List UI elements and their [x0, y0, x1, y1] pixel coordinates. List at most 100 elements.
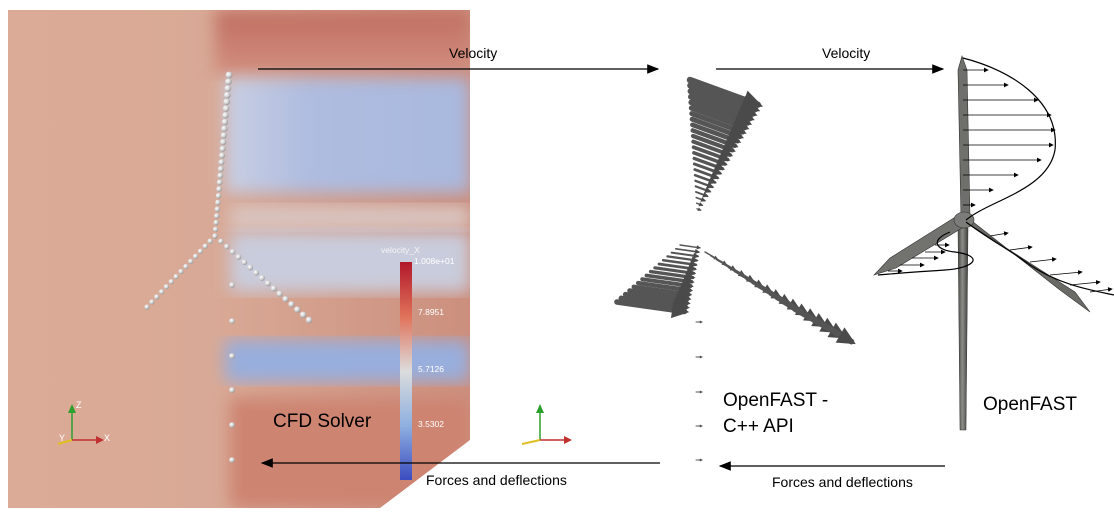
- actuator-point: [216, 186, 222, 192]
- actuator-point: [305, 316, 313, 324]
- openfast-label: OpenFAST: [983, 394, 1077, 415]
- velocity-label-1: Velocity: [449, 45, 498, 61]
- actuator-point: [270, 285, 277, 292]
- velocity-vector: [792, 306, 856, 345]
- colorbar-title: velocity_X: [381, 245, 420, 255]
- forces-label-2: Forces and deflections: [772, 474, 913, 490]
- actuator-point: [221, 125, 228, 132]
- velocity-vector: [696, 207, 702, 211]
- actuator-point: [216, 179, 223, 186]
- tower-point: [229, 282, 235, 288]
- actuator-point: [264, 280, 271, 287]
- axis-z-label: Z: [76, 400, 82, 410]
- axis-triad-cfd: [57, 404, 104, 445]
- velocity-vector: [695, 202, 704, 207]
- velocity-profile: [877, 57, 1114, 296]
- actuator-point: [173, 273, 179, 280]
- actuator-point: [212, 226, 219, 232]
- actuator-point: [188, 258, 194, 264]
- colorbar-tick-1: 7.8951: [418, 307, 444, 317]
- velocity-vector: [679, 244, 702, 250]
- velocity-vector: [695, 458, 703, 462]
- forces-label-1: Forces and deflections: [426, 472, 567, 488]
- profile-arrow: [989, 231, 1009, 237]
- api-label-line1: OpenFAST -: [723, 390, 829, 411]
- actuator-point: [178, 268, 184, 275]
- actuator-point: [229, 249, 236, 255]
- colorbar-tick-3: 3.5302: [418, 419, 444, 429]
- actuator-point: [218, 159, 225, 166]
- actuator-point: [183, 263, 189, 270]
- velocity-vector: [693, 173, 717, 185]
- actuator-point: [144, 304, 150, 310]
- actuator-point: [241, 259, 248, 266]
- actuator-point: [222, 105, 230, 112]
- actuator-point: [224, 85, 232, 92]
- velocity-profile-arrows: [888, 67, 1113, 293]
- actuator-point: [235, 254, 242, 260]
- tower-point: [229, 318, 235, 324]
- velocity-vector: [695, 191, 709, 198]
- tower-point: [229, 422, 235, 428]
- actuator-point: [288, 301, 295, 308]
- velocity-label-2: Velocity: [822, 45, 871, 61]
- actuator-point: [247, 264, 254, 271]
- velocity-vector: [674, 247, 701, 255]
- actuator-point: [222, 112, 229, 119]
- actuator-point: [215, 192, 222, 199]
- profile-arrow: [1069, 280, 1101, 286]
- actuator-point: [215, 199, 221, 206]
- actuator-point: [220, 132, 227, 139]
- velocity-vector: [614, 299, 690, 319]
- api-label-line2: C++ API: [723, 416, 794, 437]
- tower-point: [229, 387, 235, 393]
- velocity-vector: [670, 251, 700, 259]
- actuator-points: [144, 71, 313, 463]
- actuator-point: [219, 145, 226, 152]
- actuator-point: [221, 118, 229, 126]
- velocity-vector: [666, 255, 699, 264]
- velocity-vector: [695, 196, 707, 202]
- velocity-vector: [695, 320, 703, 324]
- actuator-point: [154, 294, 160, 300]
- actuator-point: [220, 139, 227, 146]
- actuator-point: [207, 238, 213, 244]
- actuator-point: [212, 233, 218, 239]
- velocity-vector: [695, 390, 703, 394]
- velocity-vector: [693, 168, 720, 180]
- actuator-point: [214, 213, 220, 219]
- axis-y-label: Y: [59, 433, 66, 443]
- velocity-vector: [695, 424, 703, 428]
- velocity-vector: [695, 355, 703, 359]
- actuator-point: [192, 253, 199, 259]
- axis-triad-api: [521, 404, 572, 445]
- actuator-point: [214, 206, 221, 212]
- actuator-point: [259, 275, 265, 281]
- actuator-point: [149, 299, 155, 305]
- tower-point: [229, 457, 235, 463]
- actuator-point: [224, 243, 230, 250]
- api-velocity-arrows: [614, 76, 856, 462]
- actuator-point: [219, 152, 225, 159]
- velocity-colorbar: [400, 262, 412, 480]
- cfd-solver-label: CFD Solver: [273, 411, 372, 432]
- profile-arrow: [1089, 287, 1113, 293]
- tower-point: [229, 353, 235, 359]
- actuator-point: [253, 269, 259, 276]
- actuator-point: [299, 311, 307, 318]
- actuator-point: [218, 238, 224, 244]
- actuator-point: [163, 284, 170, 290]
- actuator-point: [217, 165, 224, 172]
- actuator-point: [225, 78, 232, 86]
- velocity-vector: [694, 179, 715, 189]
- actuator-point: [217, 172, 224, 179]
- profile-arrow: [1029, 257, 1057, 263]
- turbine-model: [872, 55, 1091, 431]
- colorbar-tick-2: 5.7126: [418, 364, 444, 374]
- profile-arrow: [1009, 245, 1033, 251]
- actuator-point: [223, 98, 230, 106]
- actuator-point: [202, 243, 208, 249]
- actuator-point: [282, 295, 289, 303]
